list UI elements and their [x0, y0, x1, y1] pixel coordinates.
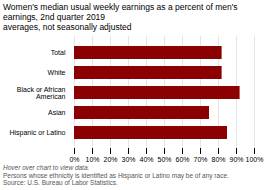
svg-text:100%: 100%	[246, 156, 264, 163]
svg-text:Hispanic or Latino: Hispanic or Latino	[9, 129, 65, 137]
html-text:Persons whose ethnicity is ide: Persons whose ethnicity is identified as…	[3, 171, 229, 179]
svg-text:Black or AfricanAmerican: Black or AfricanAmerican	[17, 86, 66, 100]
html-text:Hover over chart to view data.: Hover over chart to view data.	[3, 164, 90, 171]
svg-text:60%: 60%	[175, 156, 189, 163]
svg-text:90%: 90%	[229, 156, 243, 163]
svg-text:White: White	[48, 69, 66, 76]
svg-text:20%: 20%	[103, 156, 117, 163]
svg-text:0%: 0%	[69, 156, 79, 163]
svg-text:80%: 80%	[211, 156, 225, 163]
svg-text:Asian: Asian	[48, 109, 66, 116]
svg-text:40%: 40%	[139, 156, 153, 163]
svg-text:30%: 30%	[121, 156, 135, 163]
svg-text:10%: 10%	[85, 156, 99, 163]
svg-text:Total: Total	[51, 49, 66, 56]
html-text:Source: U.S. Bureau of Labor S: Source: U.S. Bureau of Labor Statistics.	[3, 179, 118, 186]
html-text:Women's median usual weekly ea: Women's median usual weekly earnings as …	[3, 2, 238, 22]
svg-text:70%: 70%	[193, 156, 207, 163]
html-text:averages, not seasonally adjus: averages, not seasonally adjusted	[3, 22, 132, 32]
svg-text:50%: 50%	[157, 156, 171, 163]
